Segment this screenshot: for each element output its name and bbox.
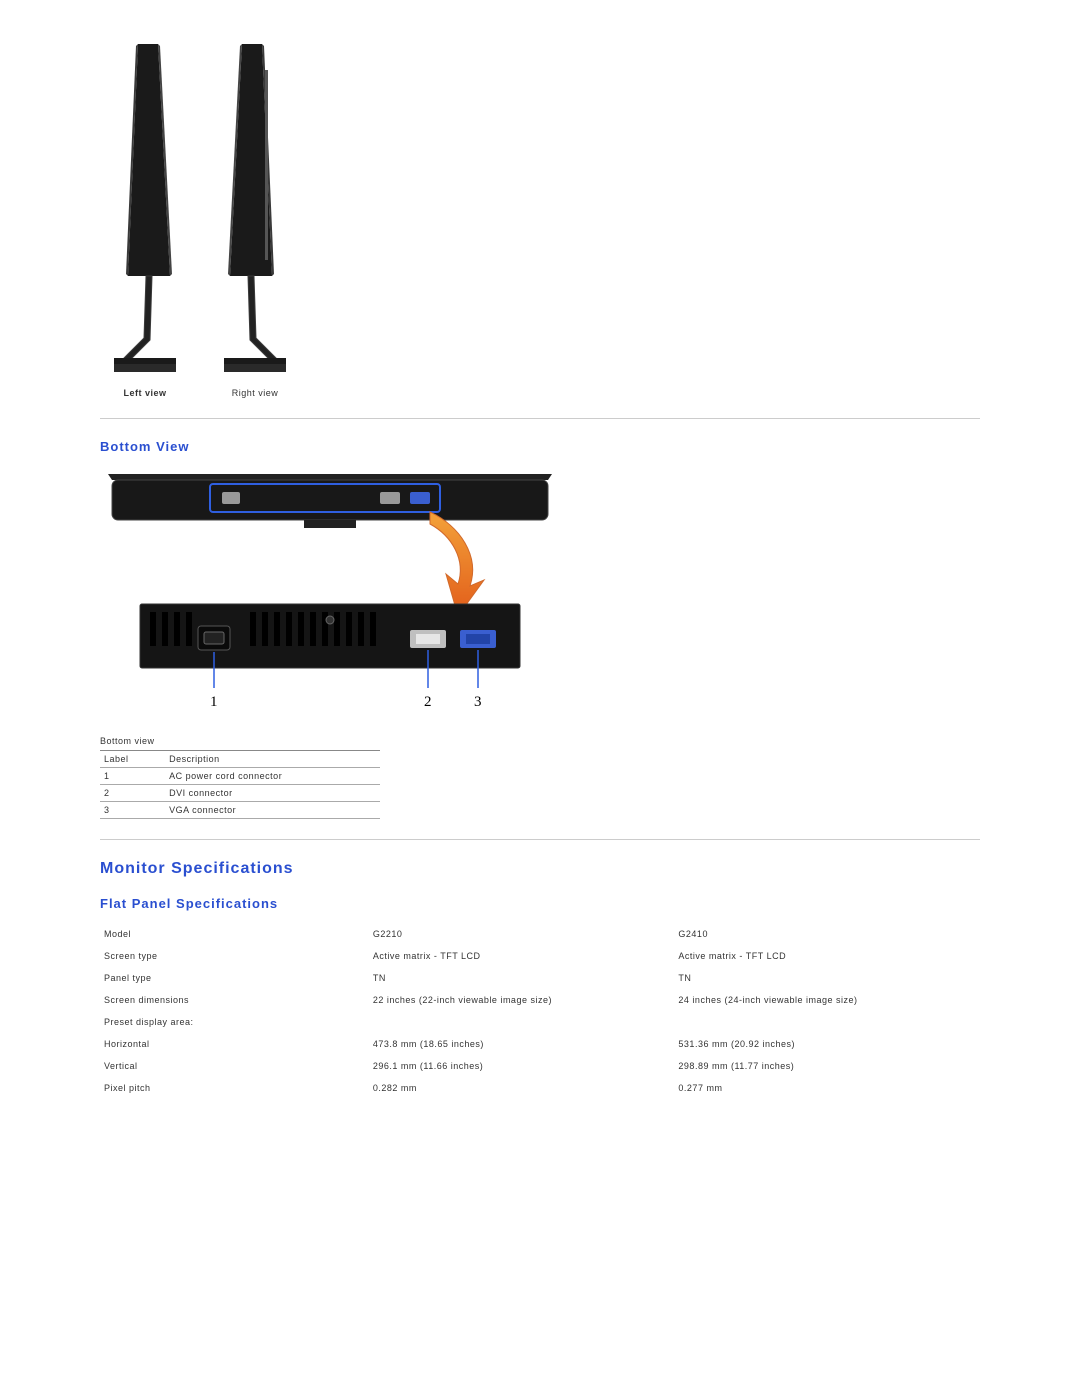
table-row: Screen dimensions 22 inches (22-inch vie…: [100, 989, 980, 1011]
left-view-image: [100, 40, 190, 380]
side-view-labels: Left view Right view: [100, 388, 980, 398]
right-view-image: [210, 40, 300, 380]
table-row: Screen type Active matrix - TFT LCD Acti…: [100, 945, 980, 967]
table-row: 1 AC power cord connector: [100, 768, 380, 785]
col-label: Label: [100, 751, 165, 768]
table-row: 3 VGA connector: [100, 802, 380, 819]
divider: [100, 418, 980, 419]
table-row: 2 DVI connector: [100, 785, 380, 802]
bottom-view-heading: Bottom View: [100, 439, 980, 454]
right-view-label: Right view: [210, 388, 300, 398]
callout-2: 2: [424, 694, 432, 710]
table-row: Panel type TN TN: [100, 967, 980, 989]
flat-panel-heading: Flat Panel Specifications: [100, 896, 980, 911]
spec-table: Model G2210 G2410 Screen type Active mat…: [100, 923, 980, 1099]
table-row: Vertical 296.1 mm (11.66 inches) 298.89 …: [100, 1055, 980, 1077]
bottom-view-table: Bottom view Label Description 1 AC power…: [100, 736, 380, 819]
callout-1: 1: [210, 694, 218, 710]
side-views-row: [100, 40, 980, 380]
bottom-view-diagram: 1 2 3: [100, 466, 560, 726]
col-description: Description: [165, 751, 380, 768]
monitor-specs-heading: Monitor Specifications: [100, 860, 980, 878]
left-view-label: Left view: [100, 388, 190, 398]
table-row: Horizontal 473.8 mm (18.65 inches) 531.3…: [100, 1033, 980, 1055]
table-row: Pixel pitch 0.282 mm 0.277 mm: [100, 1077, 980, 1099]
callout-3: 3: [474, 694, 482, 710]
table-row: Preset display area:: [100, 1011, 980, 1033]
table-header-row: Label Description: [100, 751, 380, 768]
table-row: Model G2210 G2410: [100, 923, 980, 945]
bottom-view-caption: Bottom view: [100, 736, 380, 751]
divider: [100, 839, 980, 840]
